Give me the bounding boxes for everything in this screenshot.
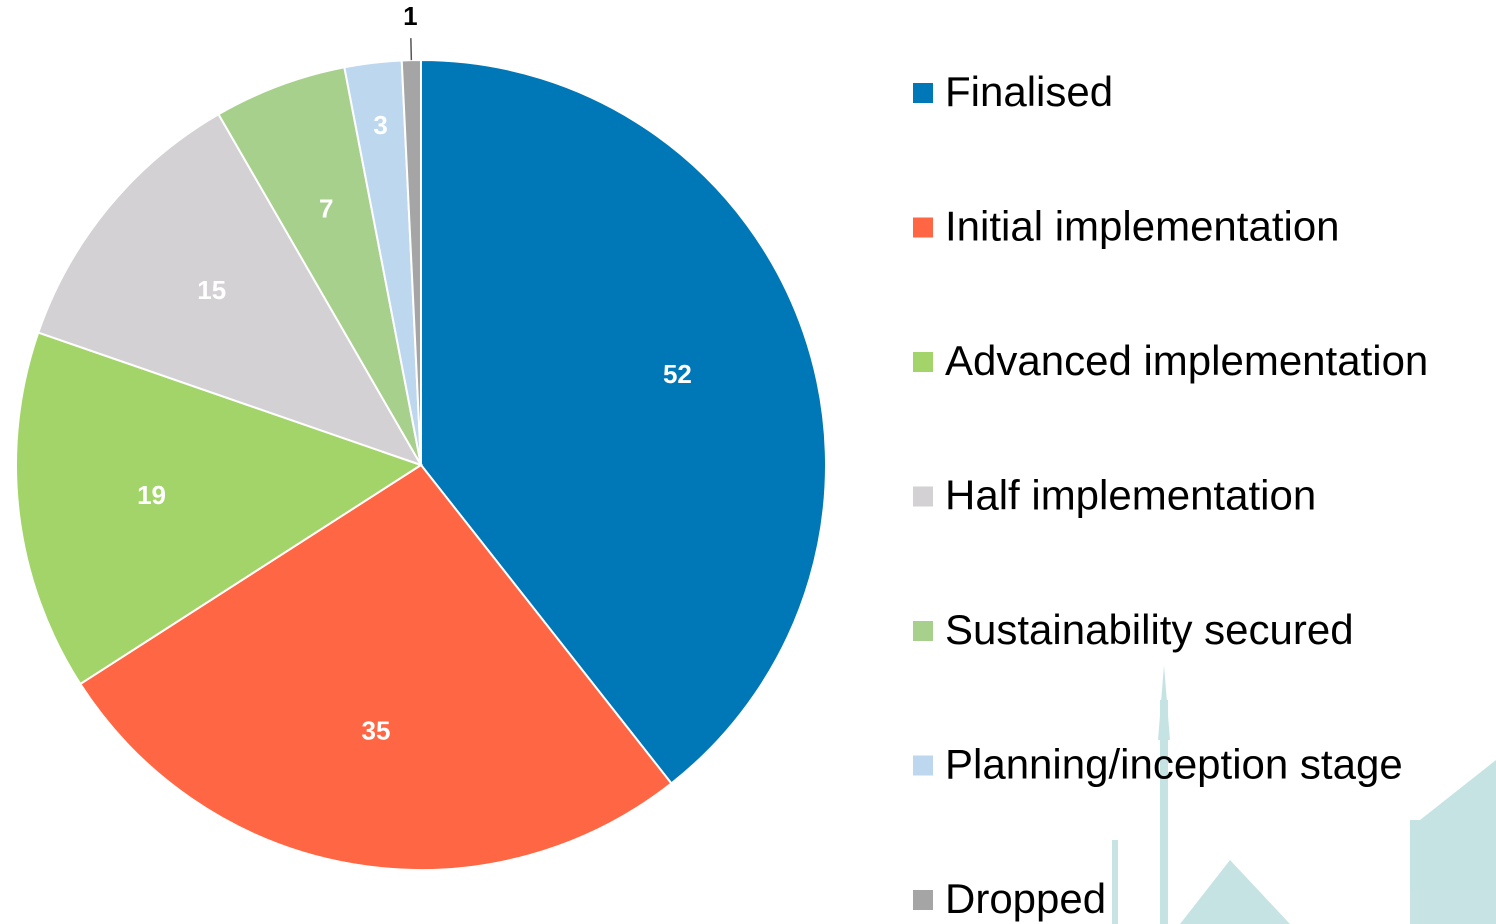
legend-swatch bbox=[913, 621, 933, 641]
legend-swatch bbox=[913, 487, 933, 507]
pie: 52 35 19 15 7 3 1 bbox=[16, 1, 826, 870]
data-label: 15 bbox=[197, 275, 226, 305]
legend-swatch bbox=[913, 352, 933, 372]
data-label: 7 bbox=[319, 194, 333, 224]
chart: 52 35 19 15 7 3 1 Finalised Initial implementat… bbox=[0, 0, 1496, 924]
data-label: 52 bbox=[663, 359, 692, 389]
legend-swatch bbox=[913, 83, 933, 103]
legend: Finalised Initial implementation Advanced … bbox=[913, 68, 1428, 922]
legend-label: Half implementation bbox=[945, 472, 1316, 519]
data-label: 35 bbox=[362, 715, 391, 745]
legend-label: Planning/inception stage bbox=[945, 741, 1403, 788]
legend-label: Sustainability secured bbox=[945, 606, 1354, 653]
data-label: 1 bbox=[403, 1, 417, 31]
leader-line bbox=[411, 38, 412, 60]
background-decoration bbox=[1112, 665, 1496, 924]
data-label: 19 bbox=[137, 480, 166, 510]
legend-label: Initial implementation bbox=[945, 203, 1340, 250]
legend-swatch bbox=[913, 756, 933, 776]
legend-swatch bbox=[913, 890, 933, 910]
legend-swatch bbox=[913, 218, 933, 238]
legend-label: Finalised bbox=[945, 68, 1113, 115]
data-label: 3 bbox=[373, 110, 387, 140]
legend-label: Advanced implementation bbox=[945, 337, 1428, 384]
legend-label: Dropped bbox=[945, 875, 1106, 922]
